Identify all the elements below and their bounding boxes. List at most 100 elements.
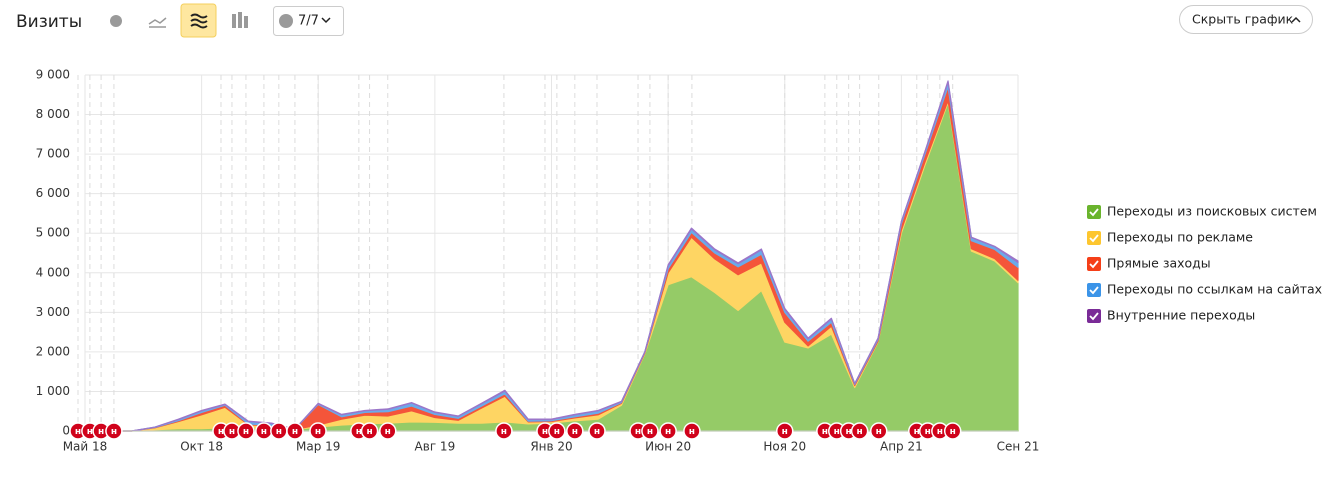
y-tick-label: 3 000 <box>36 305 70 319</box>
event-marker[interactable]: н <box>943 422 962 440</box>
event-marker[interactable]: н <box>816 422 834 440</box>
y-tick-label: 5 000 <box>36 226 70 240</box>
dropdown-label: 7/7 <box>298 14 319 29</box>
x-tick-label: Сен 21 <box>997 440 1040 454</box>
event-label: н <box>876 427 882 437</box>
event-marker[interactable]: н <box>588 422 606 440</box>
line-icon[interactable] <box>148 17 167 28</box>
chevron <box>321 17 331 24</box>
x-tick-label: Апр 21 <box>880 440 923 454</box>
event-marker[interactable]: н <box>255 422 273 440</box>
event-marker[interactable]: н <box>105 422 123 440</box>
event-marker[interactable]: н <box>548 422 566 440</box>
bar-icon[interactable] <box>232 12 248 28</box>
legend-label: Переходы по ссылкам на сайтах <box>1107 282 1322 297</box>
event-marker[interactable]: н <box>286 422 304 440</box>
x-tick-label: Июн 20 <box>645 440 691 454</box>
grid <box>77 74 1019 432</box>
event-label: н <box>385 427 391 437</box>
legend-item[interactable]: Переходы по рекламе <box>1087 230 1253 246</box>
page-title: Визиты <box>16 12 82 32</box>
event-marker[interactable]: н <box>918 422 937 440</box>
event-marker[interactable]: н <box>683 422 701 440</box>
event-label: н <box>229 427 235 437</box>
event-dot <box>869 422 888 440</box>
legend-item[interactable]: Переходы по ссылкам на сайтах <box>1087 282 1322 298</box>
event-marker[interactable]: н <box>566 422 584 440</box>
event-label: н <box>87 427 93 437</box>
legend-label: Внутренние переходы <box>1107 308 1255 323</box>
event-marker[interactable]: н <box>69 422 87 440</box>
event-marker[interactable]: н <box>379 422 397 440</box>
event-label: н <box>366 427 372 437</box>
x-tick-label: Май 18 <box>63 440 108 454</box>
event-marker[interactable]: н <box>495 422 513 440</box>
event-marker[interactable]: н <box>850 422 869 440</box>
comment-icon <box>279 14 293 28</box>
event-label: н <box>75 427 81 437</box>
event-marker[interactable]: н <box>659 422 677 440</box>
x-tick-label: Мар 19 <box>296 440 340 454</box>
legend-checkbox <box>1087 231 1101 245</box>
chevron-up <box>1291 16 1301 23</box>
event-marker[interactable]: н <box>629 422 647 440</box>
event-label: н <box>261 427 267 437</box>
event-marker[interactable]: н <box>237 422 255 440</box>
event-label: н <box>857 427 863 437</box>
legend-item[interactable]: Переходы из поисковых систем <box>1087 204 1317 220</box>
event-marker[interactable]: н <box>360 422 379 440</box>
legend-item[interactable]: Внутренние переходы <box>1087 308 1255 324</box>
event-label: н <box>276 427 282 437</box>
event-dot <box>105 422 123 440</box>
event-marker[interactable]: н <box>223 422 241 440</box>
event-dot <box>309 422 327 440</box>
event-dot <box>286 422 304 440</box>
event-marker[interactable]: н <box>309 422 327 440</box>
event-marker[interactable]: н <box>869 422 888 440</box>
y-tick-label: 1 000 <box>36 384 70 398</box>
event-label: н <box>635 427 641 437</box>
pie-icon[interactable] <box>110 15 122 27</box>
area <box>84 80 1019 432</box>
annotation-filter[interactable]: 7/7 <box>273 6 344 36</box>
hide-button[interactable] <box>1179 5 1313 34</box>
event-dot <box>659 422 677 440</box>
chart-type-switch[interactable] <box>110 3 248 38</box>
hide-chart[interactable]: Скрыть график <box>1179 5 1313 34</box>
areas <box>84 80 1019 432</box>
legend-item[interactable]: Прямые заходы <box>1087 256 1211 272</box>
event-label: н <box>542 427 548 437</box>
legend-check <box>1089 260 1099 269</box>
event-marker[interactable]: н <box>641 422 659 440</box>
y-tick-label: 8 000 <box>36 107 70 121</box>
dropdown[interactable] <box>273 6 344 36</box>
x-tick-label: Окт 18 <box>180 440 223 454</box>
event-label: н <box>572 427 578 437</box>
y-tick-label: 7 000 <box>36 147 70 161</box>
event-label: н <box>98 427 104 437</box>
event-label: н <box>665 427 671 437</box>
x-tick-label: Янв 20 <box>530 440 572 454</box>
legend-check <box>1089 208 1099 217</box>
event-label: н <box>950 427 956 437</box>
event-label: н <box>594 427 600 437</box>
area-icon <box>190 13 208 29</box>
event-dot <box>588 422 606 440</box>
legend: Переходы из поисковых систем Переходы по … <box>1087 204 1322 324</box>
event-label: н <box>846 427 852 437</box>
event-marker[interactable]: н <box>270 422 288 440</box>
event-marker[interactable]: н <box>776 422 794 440</box>
event-label: н <box>822 427 828 437</box>
x-tick-label: Авг 19 <box>415 440 456 454</box>
legend-label: Переходы из поисковых систем <box>1107 204 1317 219</box>
event-dot <box>237 422 255 440</box>
event-dot <box>566 422 584 440</box>
legend-checkbox <box>1087 283 1101 297</box>
event-label: н <box>925 427 931 437</box>
event-label: н <box>292 427 298 437</box>
legend-checkbox <box>1087 309 1101 323</box>
event-label: н <box>111 427 117 437</box>
y-tick-label: 6 000 <box>36 186 70 200</box>
event-dot <box>641 422 659 440</box>
